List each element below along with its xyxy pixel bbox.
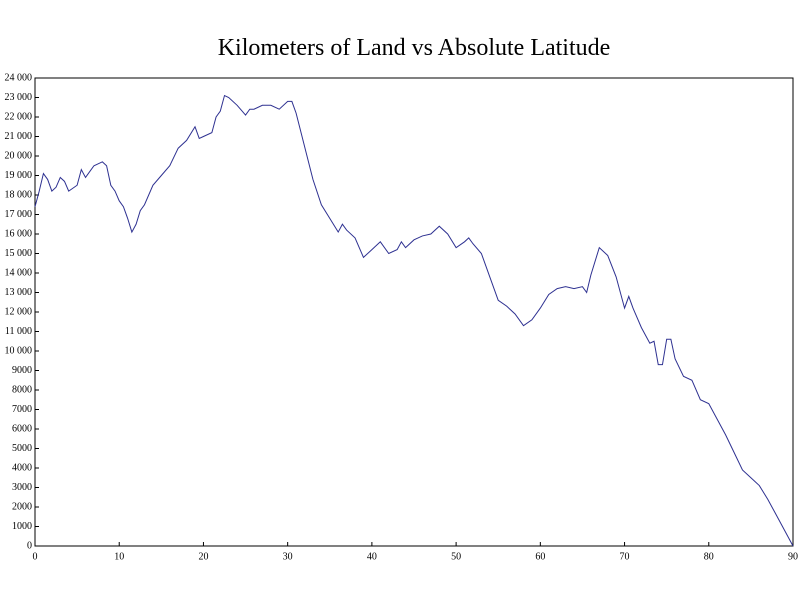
y-tick-label: 21 000 <box>5 131 33 142</box>
x-tick-label: 80 <box>704 551 714 562</box>
y-tick-label: 2000 <box>12 501 32 512</box>
y-tick-label: 1000 <box>12 521 32 532</box>
x-tick-label: 0 <box>33 551 38 562</box>
plot-frame <box>34 77 794 547</box>
x-tick-label: 10 <box>114 551 124 562</box>
y-tick-label: 0 <box>27 540 32 551</box>
x-tick-label: 70 <box>620 551 630 562</box>
y-tick-label: 5000 <box>12 443 32 454</box>
x-tick-label: 40 <box>367 551 377 562</box>
y-tick-label: 11 000 <box>5 326 32 337</box>
y-tick-label: 17 000 <box>5 209 33 220</box>
data-line <box>34 94 794 547</box>
y-tick-label: 23 000 <box>5 92 33 103</box>
x-tick-label: 50 <box>451 551 461 562</box>
y-tick-label: 9000 <box>12 365 32 376</box>
y-tick-label: 14 000 <box>5 267 33 278</box>
y-tick-label: 18 000 <box>5 189 33 200</box>
y-tick-label: 12 000 <box>5 306 33 317</box>
y-tick-label: 16 000 <box>5 228 33 239</box>
y-tick-label: 6000 <box>12 423 32 434</box>
y-tick-label: 13 000 <box>5 287 33 298</box>
y-tick-label: 10 000 <box>5 345 33 356</box>
y-tick-label: 7000 <box>12 404 32 415</box>
x-tick-label: 60 <box>535 551 545 562</box>
chart-title: Kilometers of Land vs Absolute Latitude <box>218 35 611 61</box>
y-tick-label: 15 000 <box>5 248 33 259</box>
x-tick-label: 30 <box>283 551 293 562</box>
y-tick-label: 22 000 <box>5 111 33 122</box>
y-tick-label: 3000 <box>12 482 32 493</box>
y-tick-label: 8000 <box>12 384 32 395</box>
y-tick-label: 19 000 <box>5 170 33 181</box>
x-tick-label: 20 <box>198 551 208 562</box>
y-tick-label: 24 000 <box>5 72 33 83</box>
y-tick-label: 20 000 <box>5 150 33 161</box>
y-tick-label: 4000 <box>12 462 32 473</box>
x-tick-label: 90 <box>788 551 798 562</box>
